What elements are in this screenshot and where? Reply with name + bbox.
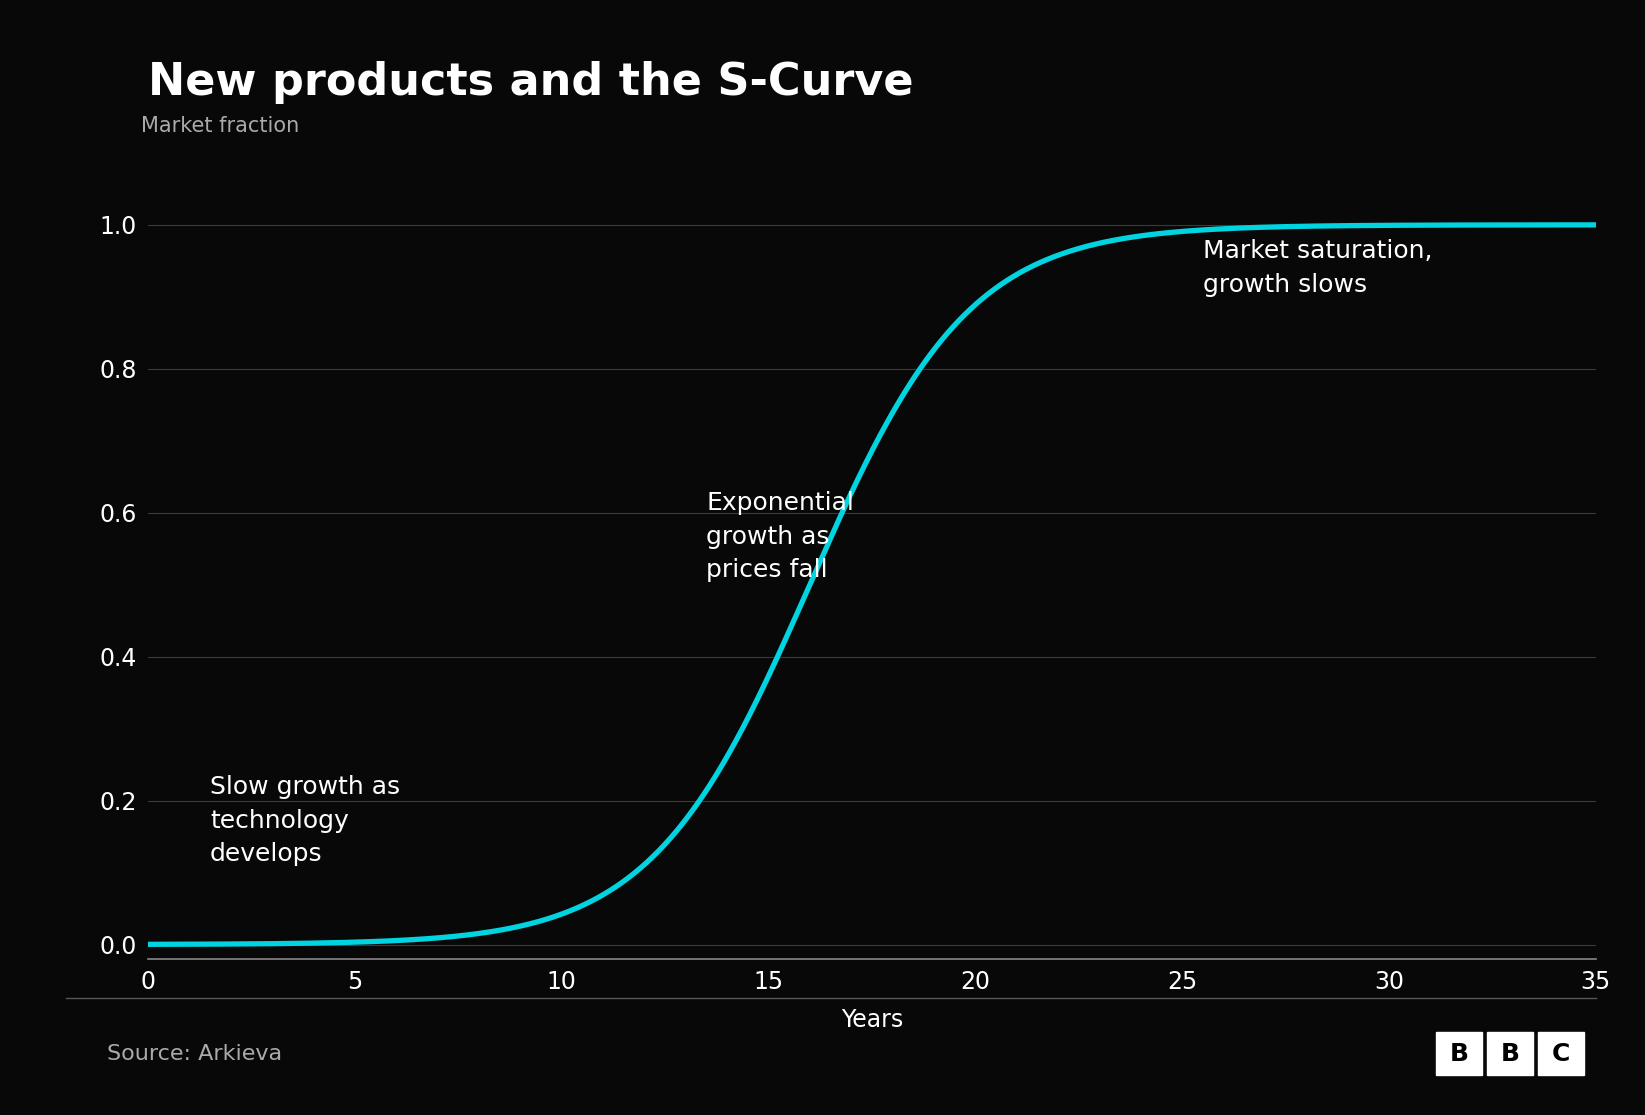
Text: New products and the S-Curve: New products and the S-Curve [148, 61, 913, 104]
Text: B: B [1500, 1041, 1520, 1066]
Text: Source: Arkieva: Source: Arkieva [107, 1044, 281, 1064]
Text: C: C [1551, 1041, 1571, 1066]
Text: Market fraction: Market fraction [141, 116, 299, 136]
Text: Slow growth as
technology
develops: Slow growth as technology develops [211, 775, 400, 866]
Text: Exponential
growth as
prices fall: Exponential growth as prices fall [706, 491, 854, 582]
X-axis label: Years: Years [841, 1008, 903, 1031]
Text: B: B [1449, 1041, 1469, 1066]
Text: Market saturation,
growth slows: Market saturation, growth slows [1202, 240, 1433, 297]
